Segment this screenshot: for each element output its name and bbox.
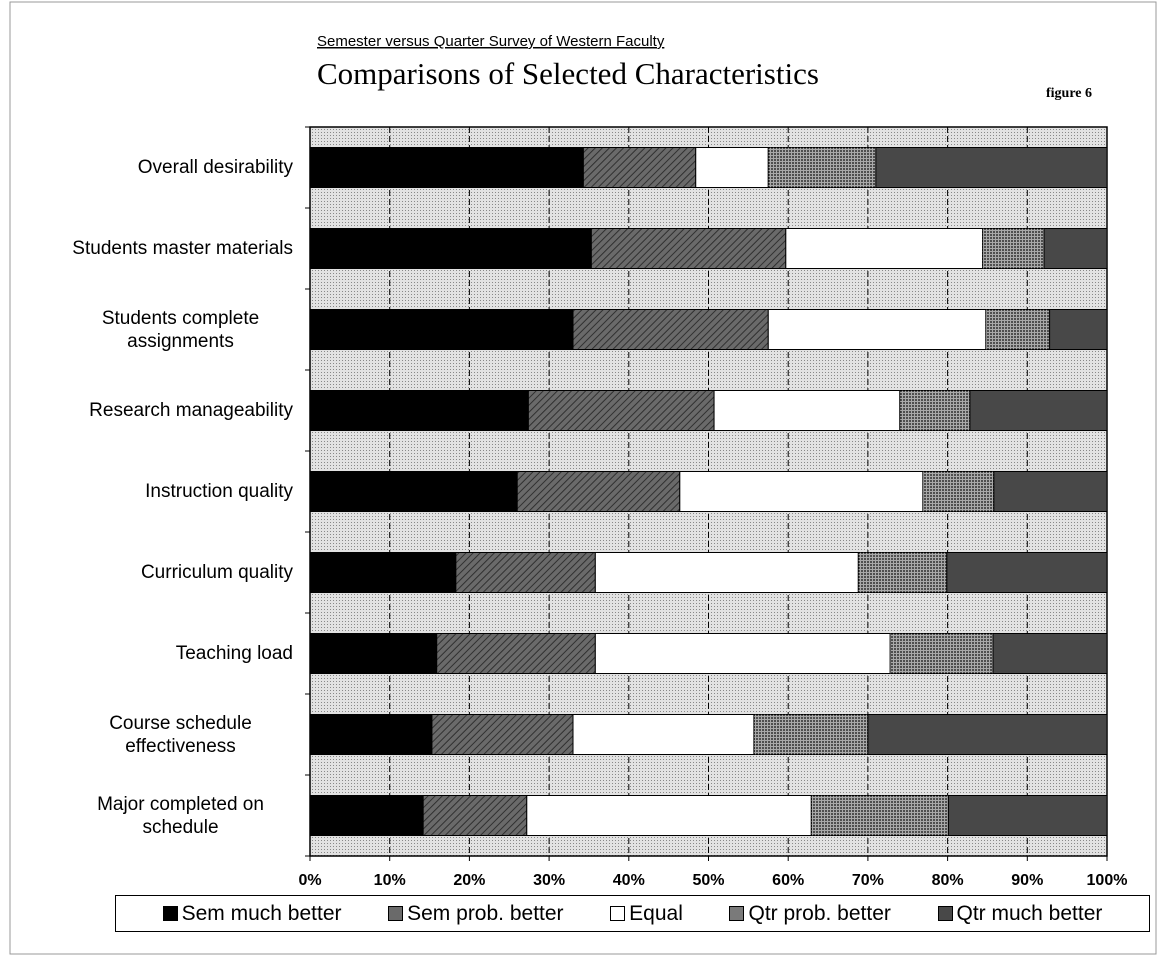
- bar-hatch: [528, 390, 715, 431]
- bar-segment: [946, 552, 1108, 593]
- bar-segment: [947, 795, 1108, 836]
- x-tick-label: 70%: [852, 872, 884, 889]
- bar-segment: [695, 147, 769, 188]
- subtitle: Semester versus Quarter Survey of Wester…: [317, 33, 665, 50]
- category-text: Overall desirability: [137, 157, 293, 178]
- bar-hatch: [591, 228, 786, 269]
- bar-segment: [1043, 228, 1108, 269]
- legend-swatch: [610, 906, 626, 921]
- bar-segment: [309, 633, 438, 674]
- bar-segment: [594, 552, 859, 593]
- x-tick-label: 40%: [613, 872, 645, 889]
- legend-swatch: [388, 906, 404, 921]
- bar-segment: [679, 471, 924, 512]
- legend-label: Qtr much better: [956, 901, 1103, 925]
- bar-segment: [594, 633, 891, 674]
- bar-hatch: [431, 714, 574, 755]
- legend-label: Equal: [629, 901, 683, 925]
- x-tick-label: 60%: [772, 872, 804, 889]
- bar-segment: [993, 471, 1108, 512]
- bar-hatch: [583, 147, 696, 188]
- bar-hatch: [423, 795, 527, 836]
- x-tick-label: 20%: [453, 872, 485, 889]
- category-text: Curriculum quality: [140, 562, 293, 583]
- category-label: Students complete assignments: [3, 300, 293, 360]
- category-label: Students master materials: [3, 219, 293, 279]
- category-label: Major completed on schedule: [3, 786, 293, 846]
- bar-texture: [768, 147, 876, 188]
- category-label: Teaching load: [3, 624, 293, 684]
- category-text: Major completed on schedule: [97, 793, 264, 838]
- bar-segment: [309, 390, 529, 431]
- category-label: Instruction quality: [3, 462, 293, 522]
- x-tick-label: 100%: [1087, 872, 1128, 889]
- bar-segment: [309, 552, 457, 593]
- legend-item: Qtr prob. better: [729, 901, 891, 926]
- bar-segment: [309, 147, 584, 188]
- bar-segment: [1049, 309, 1108, 350]
- x-tick-label: 80%: [932, 872, 964, 889]
- legend-swatch: [162, 906, 178, 921]
- x-tick-label: 10%: [374, 872, 406, 889]
- legend-swatch: [937, 906, 953, 921]
- legend-label: Sem prob. better: [407, 901, 564, 925]
- x-tick-label: 50%: [692, 872, 724, 889]
- bar-texture: [985, 309, 1050, 350]
- bar-segment: [713, 390, 901, 431]
- category-label: Curriculum quality: [3, 543, 293, 603]
- category-label: Research manageability: [3, 381, 293, 441]
- bar-texture: [899, 390, 970, 431]
- bar-segment: [309, 714, 433, 755]
- bar-segment: [969, 390, 1108, 431]
- frame: [9, 1, 1157, 955]
- bar-segment: [992, 633, 1108, 674]
- plot: 0% 10% 20% 30% 40% 50% 60% 70% 80% 90% 100%: [298, 126, 1128, 889]
- category-text: Students complete assignments: [101, 307, 260, 352]
- bar-hatch: [517, 471, 680, 512]
- bar-hatch: [455, 552, 596, 593]
- bar-segment: [785, 228, 984, 269]
- bar-hatch: [436, 633, 596, 674]
- category-label: Overall desirability: [3, 138, 293, 198]
- bar-texture: [982, 228, 1045, 269]
- legend-item: Sem prob. better: [388, 901, 564, 926]
- category-text: Instruction quality: [145, 481, 293, 502]
- bar-segment: [309, 471, 518, 512]
- legend-swatch: [729, 906, 745, 921]
- bar-texture: [890, 633, 994, 674]
- x-tick-label: 90%: [1011, 872, 1043, 889]
- category-text: Course schedule effectiveness: [109, 712, 252, 757]
- bar-segment: [572, 714, 755, 755]
- x-tick-label: 30%: [533, 872, 565, 889]
- chart-title: Comparisons of Selected Characteristics: [317, 56, 819, 91]
- bar-segment: [526, 795, 812, 836]
- legend: Sem much better Sem prob. better Equal Qtr …: [115, 895, 1150, 932]
- category-text: Students master materials: [72, 238, 293, 259]
- legend-item: Equal: [610, 902, 683, 926]
- legend-label: Qtr prob. better: [748, 901, 891, 925]
- bar-texture: [753, 714, 868, 755]
- category-label: Course schedule effectiveness: [3, 705, 293, 765]
- bar-segment: [309, 795, 424, 836]
- bar-segment: [309, 228, 592, 269]
- bar-texture: [811, 795, 949, 836]
- bar-texture: [858, 552, 947, 593]
- legend-item: Sem much better: [162, 901, 342, 926]
- x-tick-label: 0%: [298, 872, 321, 889]
- bar-hatch: [573, 309, 769, 350]
- bar-texture: [922, 471, 994, 512]
- bar-segment: [309, 309, 574, 350]
- bar-segment: [875, 147, 1108, 188]
- bar-segment: [867, 714, 1108, 755]
- category-text: Research manageability: [89, 400, 293, 421]
- legend-item: Qtr much better: [937, 901, 1103, 926]
- legend-label: Sem much better: [181, 901, 342, 925]
- annotation: figure 6: [1046, 86, 1092, 101]
- category-text: Teaching load: [175, 643, 293, 664]
- bar-segment: [767, 309, 987, 350]
